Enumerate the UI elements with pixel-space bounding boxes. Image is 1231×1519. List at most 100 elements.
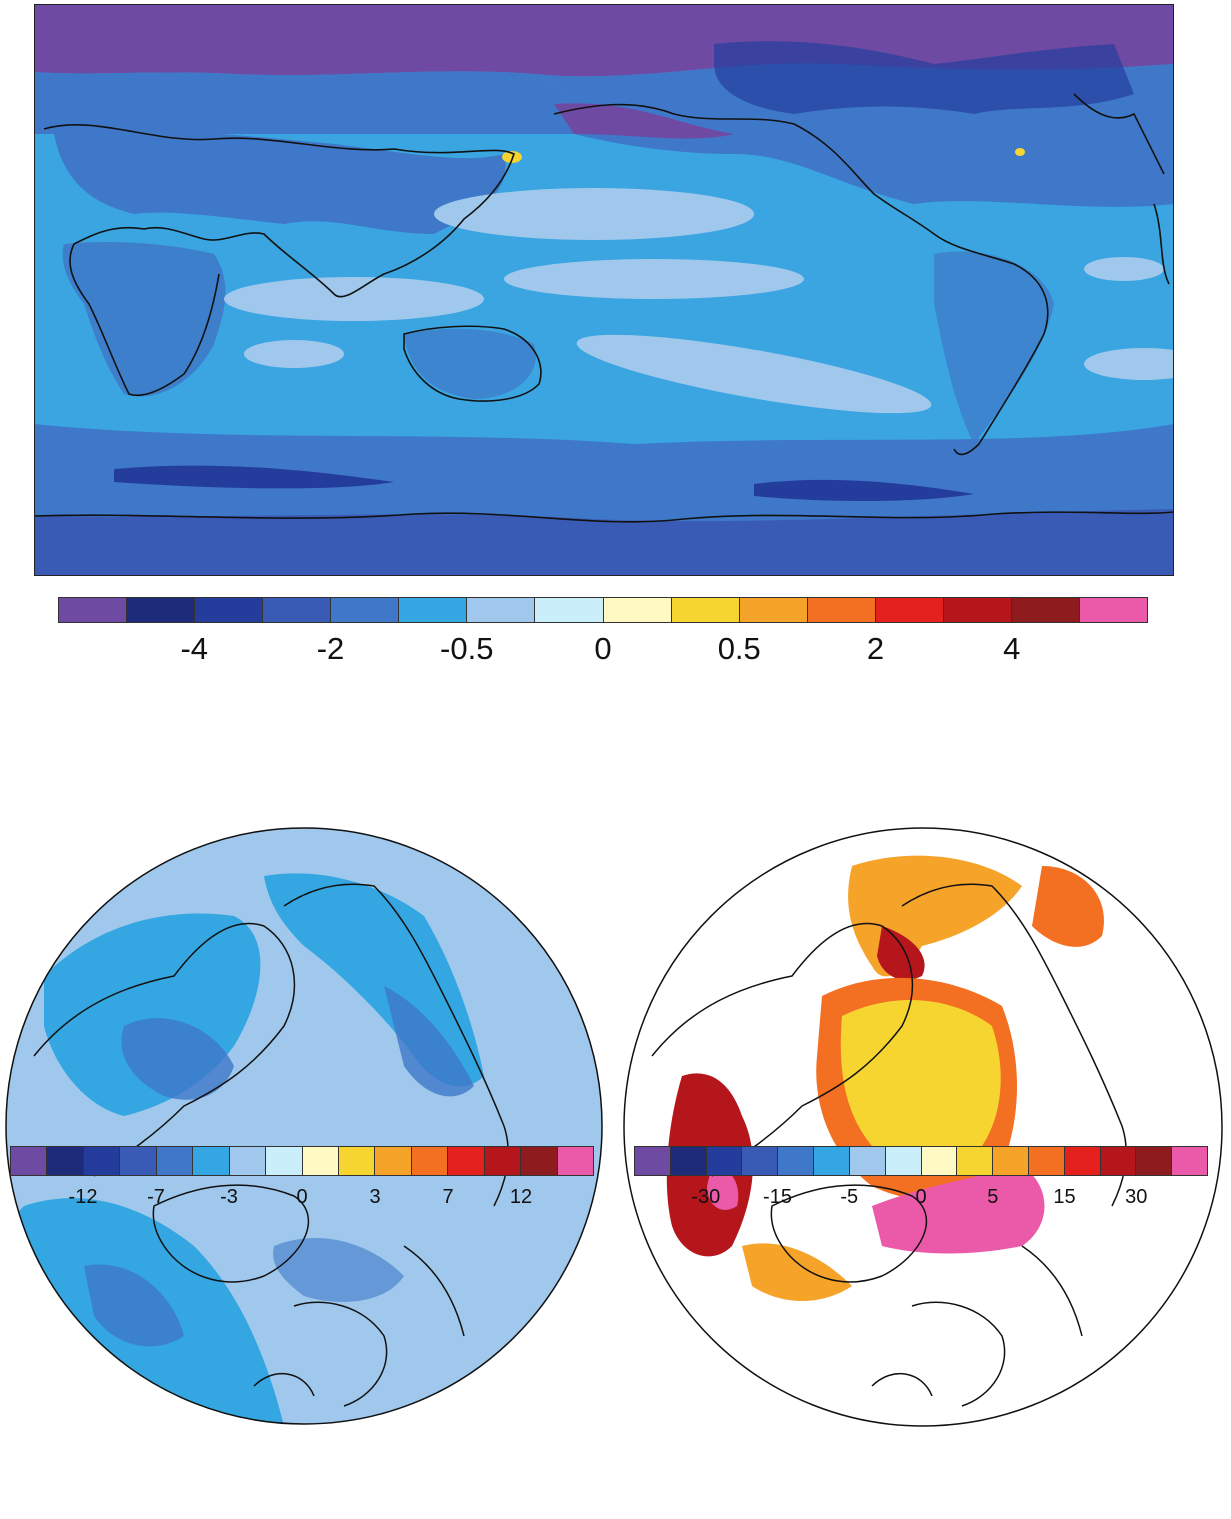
colorbar-tick-label: -5 xyxy=(840,1186,859,1208)
colorbar-swatch xyxy=(739,598,808,622)
polar-left-colorbar-ticks: -12 -7 -3 0 3 7 12 xyxy=(10,1186,594,1226)
polar-left-colorbar-swatches xyxy=(10,1146,594,1176)
colorbar-swatch xyxy=(83,1147,121,1175)
colorbar-swatch xyxy=(338,1147,376,1175)
antarctic-band xyxy=(34,509,1174,576)
colorbar-swatch xyxy=(484,1147,522,1175)
polar-left-atlantic-low xyxy=(84,1264,184,1347)
polar-left-svg xyxy=(5,827,603,1425)
warm-spot-japan xyxy=(502,151,522,163)
colorbar-tick-label: 30 xyxy=(1125,1186,1148,1208)
colorbar-tick-label: -15 xyxy=(763,1186,792,1208)
colorbar-tick-label: -12 xyxy=(68,1186,98,1208)
coastlines xyxy=(34,93,1174,523)
colorbar-swatch xyxy=(59,598,128,622)
polar-right-arctic-core xyxy=(840,999,1001,1161)
colorbar-swatch xyxy=(875,598,944,622)
polar-left-canada-low xyxy=(384,986,474,1097)
global-colorbar-swatches xyxy=(58,597,1148,623)
colorbar-tick-label: -7 xyxy=(147,1186,165,1208)
polar-right-svg xyxy=(623,827,1223,1427)
global-map-frame xyxy=(34,4,1174,576)
colorbar-tick-label: -30 xyxy=(691,1186,721,1208)
colorbar-swatch xyxy=(635,1147,671,1175)
indian-light xyxy=(224,277,484,321)
colorbar-tick-label: 0 xyxy=(594,631,612,666)
polar-right-map xyxy=(622,826,1224,1428)
polar-right-colorbar-ticks: -30 -15 -5 0 5 15 30 xyxy=(634,1186,1208,1226)
pacific-light-1 xyxy=(434,188,754,240)
global-anomaly-map xyxy=(34,4,1174,576)
colorbar-swatch xyxy=(195,598,264,622)
north-pacific-purple xyxy=(554,103,734,139)
south-atlantic-light xyxy=(1084,348,1174,380)
colorbar-swatch xyxy=(375,1147,412,1175)
polar-left-boundary xyxy=(5,827,603,1425)
colorbar-swatch xyxy=(557,1147,593,1175)
global-map-svg xyxy=(34,4,1174,576)
colorbar-tick-label: 0.5 xyxy=(717,631,761,666)
colorbar-swatch xyxy=(671,598,740,622)
colorbar-swatch xyxy=(706,1147,743,1175)
colorbar-swatch xyxy=(742,1147,779,1175)
colorbar-swatch xyxy=(885,1147,922,1175)
polar-left-map xyxy=(4,826,604,1426)
eurasia-interior xyxy=(54,129,506,234)
colorbar-swatch xyxy=(521,1147,558,1175)
colorbar-swatch xyxy=(156,1147,194,1175)
colorbar-tick-label: 15 xyxy=(1053,1186,1076,1208)
colorbar-swatch xyxy=(411,1147,449,1175)
southern-low-2 xyxy=(754,479,974,501)
colorbar-swatch xyxy=(778,1147,815,1175)
colorbar-tick-label: 4 xyxy=(1003,631,1021,666)
south-pacific-light xyxy=(576,334,932,414)
colorbar-tick-label: 12 xyxy=(509,1186,533,1208)
polar-right-atlantic-warm xyxy=(742,1243,852,1301)
colorbar-tick-label: 5 xyxy=(987,1186,999,1208)
colorbar-swatch xyxy=(1064,1147,1101,1175)
colorbar-tick-label: -3 xyxy=(220,1186,238,1208)
colorbar-swatch xyxy=(849,1147,886,1175)
canada-low xyxy=(714,41,1134,114)
polar-right-boundary xyxy=(623,827,1223,1427)
colorbar-swatch xyxy=(1028,1147,1065,1175)
colorbar-swatch xyxy=(331,598,400,622)
colorbar-swatch xyxy=(263,598,332,622)
colorbar-tick-label: -0.5 xyxy=(440,631,494,666)
colorbar-swatch xyxy=(670,1147,707,1175)
colorbar-swatch xyxy=(1136,1147,1173,1175)
colorbar-swatch xyxy=(993,1147,1029,1175)
colorbar-swatch xyxy=(47,1147,84,1175)
colorbar-tick-label: -4 xyxy=(180,631,209,666)
polar-left-colorbar: -12 -7 -3 0 3 7 12 xyxy=(10,1146,594,1208)
polar-right-bering-hot xyxy=(877,926,925,980)
colorbar-swatch xyxy=(11,1147,48,1175)
polar-right-hudson xyxy=(1032,866,1104,947)
polar-right-chukchi-pink xyxy=(707,1166,739,1210)
colorbar-swatch xyxy=(193,1147,230,1175)
colorbar-swatch xyxy=(229,1147,267,1175)
colorbar-swatch xyxy=(921,1147,958,1175)
global-colorbar-ticks: -4 -2 -0.5 0 0.5 2 4 xyxy=(58,631,1148,671)
indian-south-light xyxy=(244,340,344,368)
colorbar-tick-label: 2 xyxy=(866,631,885,666)
africa-region xyxy=(62,242,226,397)
colorbar-tick-label: 3 xyxy=(369,1186,381,1208)
colorbar-swatch xyxy=(448,1147,485,1175)
colorbar-swatch xyxy=(1011,598,1080,622)
colorbar-swatch xyxy=(807,598,876,622)
australia-region xyxy=(404,328,536,399)
colorbar-swatch xyxy=(127,598,196,622)
colorbar-swatch xyxy=(957,1147,994,1175)
colorbar-tick-label: -2 xyxy=(316,631,345,666)
global-colorbar: -4 -2 -0.5 0 0.5 2 4 xyxy=(58,597,1148,666)
south-america-region xyxy=(934,251,1054,444)
polar-right-colorbar-swatches xyxy=(634,1146,1208,1176)
colorbar-tick-label: 0 xyxy=(296,1186,308,1208)
colorbar-tick-label: 0 xyxy=(915,1186,927,1208)
colorbar-swatch xyxy=(943,598,1012,622)
polar-left-scandinavia-low xyxy=(273,1237,404,1302)
pacific-light-2 xyxy=(504,259,804,299)
colorbar-swatch xyxy=(603,598,672,622)
colorbar-swatch xyxy=(120,1147,157,1175)
